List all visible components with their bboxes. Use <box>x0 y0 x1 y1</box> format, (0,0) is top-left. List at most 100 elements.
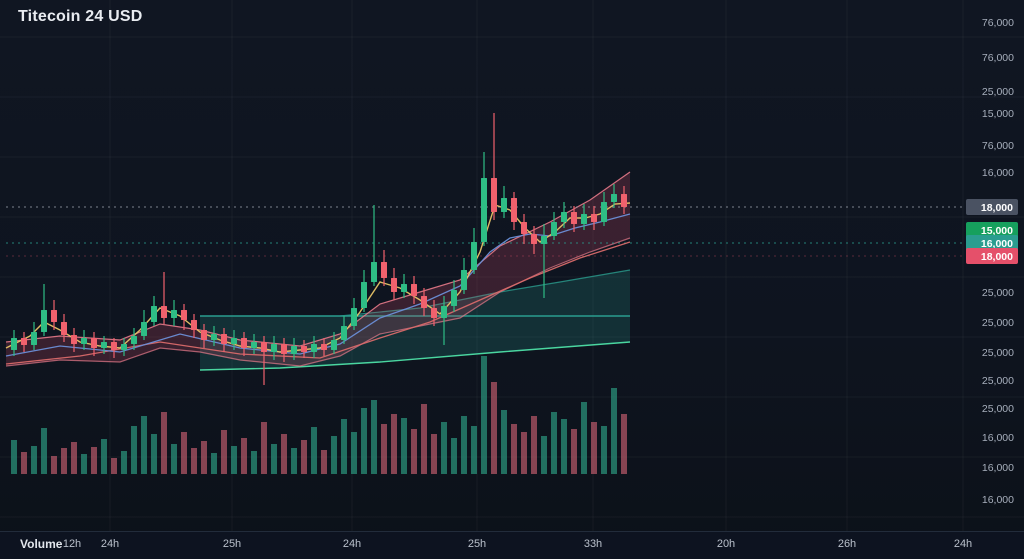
candle-body <box>521 222 527 234</box>
candle-body <box>91 338 97 348</box>
volume-bar <box>171 444 177 474</box>
candle-body <box>41 310 47 332</box>
candle-body <box>511 198 517 222</box>
volume-bar <box>551 412 557 474</box>
candle-body <box>161 306 167 318</box>
candle-body <box>541 236 547 244</box>
volume-bar <box>341 419 347 474</box>
volume-bar <box>61 448 67 474</box>
price-badge <box>966 248 1018 264</box>
volume-bar <box>361 408 367 474</box>
volume-bar <box>121 451 127 474</box>
volume-bar <box>511 424 517 474</box>
price-badge <box>966 199 1018 215</box>
candle-body <box>301 346 307 352</box>
volume-bar <box>301 440 307 474</box>
time-axis-label[interactable]: 24h <box>100 538 120 550</box>
candle-body <box>471 242 477 270</box>
candle-body <box>321 344 327 350</box>
time-axis-label[interactable]: 25h <box>222 538 242 550</box>
price-axis-label: 16,000 <box>982 432 1014 444</box>
volume-bar <box>31 446 37 474</box>
candle-body <box>171 310 177 318</box>
candle-body <box>381 262 387 278</box>
time-axis-label[interactable]: 20h <box>716 538 736 550</box>
candle-body <box>271 344 277 352</box>
teal-cloud-zone <box>200 316 630 370</box>
volume-bar <box>481 356 487 474</box>
candle-body <box>611 194 617 202</box>
time-axis-label[interactable]: 12h <box>62 538 82 550</box>
candle-body <box>191 320 197 330</box>
volume-bar <box>241 438 247 474</box>
volume-bar <box>191 448 197 474</box>
volume-bar <box>371 400 377 474</box>
price-badge-label: 16,000 <box>981 238 1013 250</box>
candle-body <box>561 212 567 222</box>
candle-body <box>351 308 357 326</box>
candle-body <box>151 306 157 322</box>
time-axis-label[interactable]: 24h <box>953 538 973 550</box>
volume-bar <box>501 410 507 474</box>
candle-body <box>61 322 67 335</box>
volume-bar <box>561 419 567 474</box>
volume-bar <box>571 429 577 474</box>
price-axis-label: 25,000 <box>982 375 1014 387</box>
volume-bar <box>311 427 317 474</box>
candle-body <box>441 306 447 318</box>
volume-bar <box>331 436 337 474</box>
volume-bar <box>441 422 447 474</box>
volume-bar <box>541 436 547 474</box>
time-axis-label[interactable]: 26h <box>837 538 857 550</box>
price-axis-label: 16,000 <box>982 167 1014 179</box>
volume-bar <box>261 422 267 474</box>
candle-body <box>311 344 317 352</box>
candle-body <box>31 332 37 345</box>
volume-bar <box>601 426 607 474</box>
price-axis-label: 76,000 <box>982 52 1014 64</box>
price-axis-label: 25,000 <box>982 403 1014 415</box>
candle-body <box>331 340 337 350</box>
candle-body <box>51 310 57 322</box>
candle-body <box>281 344 287 354</box>
volume-bar <box>41 428 47 474</box>
price-badge <box>966 235 1018 251</box>
volume-bar <box>401 418 407 474</box>
volume-bar <box>131 426 137 474</box>
volume-bar <box>381 424 387 474</box>
volume-bar <box>291 448 297 474</box>
time-axis-label[interactable]: 25h <box>467 538 487 550</box>
volume-bar <box>101 439 107 474</box>
candle-body <box>291 346 297 354</box>
candle-body <box>11 338 17 350</box>
volume-bar <box>491 382 497 474</box>
price-badge-label: 18,000 <box>981 202 1013 214</box>
candle-body <box>361 282 367 308</box>
time-axis[interactable]: Volume 12h 24h 25h 24h 25h 33h 20h 26h 24h <box>0 531 1024 559</box>
volume-bar <box>91 447 97 474</box>
volume-bar <box>461 416 467 474</box>
ma-slow-line <box>5 241 631 365</box>
candle-body <box>201 330 207 340</box>
candle-body <box>491 178 497 212</box>
volume-bar <box>391 414 397 474</box>
candle-body <box>461 270 467 290</box>
volume-bar <box>51 456 57 474</box>
candle-body <box>391 278 397 292</box>
price-axis-label: 25,000 <box>982 86 1014 98</box>
price-axis-label: 25,000 <box>982 287 1014 299</box>
volume-bar <box>611 388 617 474</box>
volume-bar <box>81 454 87 474</box>
time-axis-label[interactable]: 24h <box>342 538 362 550</box>
candle-body <box>591 214 597 222</box>
volume-bar <box>231 446 237 474</box>
candle-body <box>401 284 407 292</box>
volume-bar <box>421 404 427 474</box>
candle-body <box>571 212 577 224</box>
volume-bar <box>581 402 587 474</box>
time-axis-label[interactable]: 33h <box>583 538 603 550</box>
candle-body <box>341 326 347 340</box>
candle-body <box>221 334 227 344</box>
